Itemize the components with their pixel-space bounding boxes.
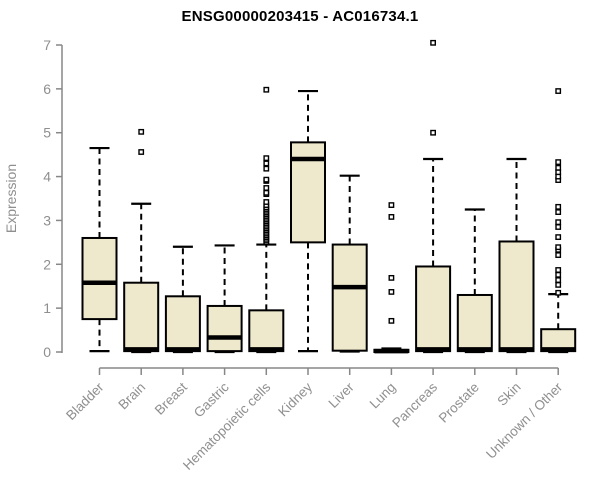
box-prostate <box>456 208 493 354</box>
box-lung <box>373 202 410 354</box>
outlier-point <box>555 244 562 251</box>
outlier-point <box>263 189 270 196</box>
iqr-box <box>206 304 243 353</box>
outlier-point <box>263 160 270 167</box>
outlier-point <box>555 234 562 240</box>
outlier-point <box>388 274 395 281</box>
y-tick-label: 0 <box>43 344 51 360</box>
outlier-point <box>555 289 562 296</box>
outlier-point <box>555 219 562 226</box>
y-tick-label: 4 <box>43 169 51 185</box>
box-bladder <box>81 146 118 353</box>
outlier-point <box>138 128 145 135</box>
outlier-point <box>555 209 562 215</box>
iqr-box <box>456 293 493 353</box>
iqr-box <box>415 265 452 353</box>
box-unknown-other <box>540 88 577 354</box>
y-tick-label: 6 <box>43 81 51 97</box>
y-tick-label: 7 <box>43 37 51 53</box>
outlier-point <box>555 203 562 210</box>
x-tick-label-skin: Skin <box>494 380 523 409</box>
y-tick-label: 5 <box>43 125 51 141</box>
outlier-point <box>430 129 436 136</box>
outlier-point <box>555 224 562 230</box>
iqr-box <box>498 240 535 353</box>
x-tick-label-brain: Brain <box>115 380 148 413</box>
outlier-point <box>430 39 436 46</box>
box-liver <box>331 174 368 353</box>
x-tick-label-lung: Lung <box>367 380 399 412</box>
chart-title: ENSG00000203415 - AC016734.1 <box>181 8 419 25</box>
y-tick-label: 3 <box>43 212 51 228</box>
iqr-box <box>248 309 285 353</box>
outlier-point <box>388 202 395 208</box>
box-breast <box>164 245 201 354</box>
outlier-point <box>263 86 270 93</box>
y-axis-title: Expression <box>3 164 19 233</box>
outlier-point <box>555 271 562 278</box>
x-tick-label-kidney: Kidney <box>275 379 315 419</box>
box-gastric <box>206 244 243 354</box>
iqr-box <box>164 295 201 353</box>
outlier-point <box>555 252 562 258</box>
outlier-point <box>555 164 562 171</box>
outlier-point <box>388 214 395 220</box>
box-skin <box>498 157 535 354</box>
box-pancreas <box>415 39 452 354</box>
y-tick-label: 2 <box>43 256 51 272</box>
y-tick-label: 1 <box>43 300 51 316</box>
outlier-point <box>263 199 270 205</box>
x-tick-label-liver: Liver <box>326 379 358 411</box>
outlier-point <box>555 267 562 273</box>
outlier-point <box>555 159 562 165</box>
outlier-point <box>388 289 395 295</box>
outlier-point <box>388 317 395 324</box>
outlier-point <box>555 88 562 94</box>
outlier-point <box>263 155 270 162</box>
outlier-point <box>263 176 270 183</box>
x-tick-label-unknown-other: Unknown / Other <box>483 379 566 462</box>
iqr-box <box>331 243 368 352</box>
outlier-point <box>263 185 270 191</box>
box-kidney <box>290 89 326 353</box>
y-axis: 0 1 2 3 4 5 6 7 Expression <box>3 37 63 360</box>
x-tick-label-pancreas: Pancreas <box>389 379 440 430</box>
box-hematopoietic-cells <box>248 86 285 354</box>
outlier-point <box>555 281 562 288</box>
x-tick-label-prostate: Prostate <box>436 380 482 426</box>
iqr-box <box>81 236 118 321</box>
outlier-point <box>138 149 145 155</box>
box-brain <box>123 128 160 354</box>
x-tick-label-bladder: Bladder <box>63 379 107 423</box>
iqr-box <box>123 281 160 353</box>
x-tick-label-breast: Breast <box>152 379 190 417</box>
outlier-point <box>555 277 562 283</box>
x-tick-label-gastric: Gastric <box>191 379 232 420</box>
outlier-point <box>263 165 270 172</box>
